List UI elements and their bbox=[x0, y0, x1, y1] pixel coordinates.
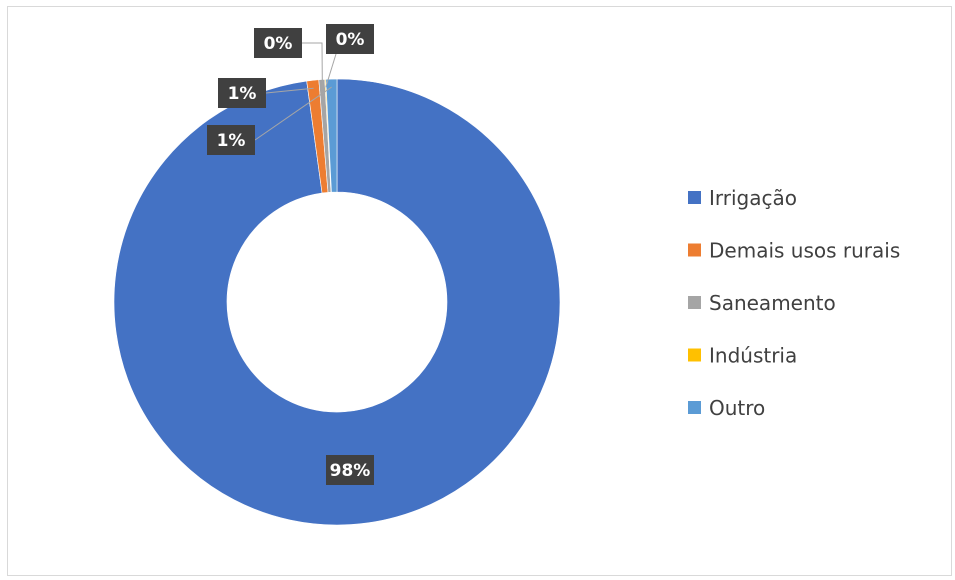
data-label-box-outro bbox=[207, 125, 255, 155]
legend-label-saneamento: Saneamento bbox=[709, 291, 836, 315]
doughnut-slices bbox=[113, 78, 561, 526]
legend-label-demais-usos-rurais: Demais usos rurais bbox=[709, 239, 900, 263]
slice-irrigacao bbox=[113, 78, 561, 526]
legend-label-outro: Outro bbox=[709, 396, 765, 420]
data-label-box-demais-usos-rurais bbox=[218, 78, 266, 108]
leader-line-outro bbox=[254, 86, 332, 141]
leader-line-demais-usos-rurais bbox=[265, 87, 314, 94]
data-label-box-industria bbox=[326, 24, 374, 54]
data-label-saneamento: 0% bbox=[264, 34, 293, 54]
slice-outro bbox=[325, 78, 338, 193]
leader-lines bbox=[254, 42, 337, 141]
legend: Irrigação Demais usos rurais Saneamento Ind… bbox=[688, 186, 900, 420]
legend-label-industria: Indústria bbox=[709, 344, 797, 368]
data-label-box-irrigacao bbox=[326, 455, 374, 485]
leader-line-saneamento bbox=[302, 42, 323, 88]
data-label-irrigacao: 98% bbox=[330, 461, 371, 481]
data-label-industria: 0% bbox=[336, 30, 365, 50]
data-label-box-saneamento bbox=[254, 28, 302, 58]
legend-label-irrigacao: Irrigação bbox=[709, 186, 797, 210]
data-labels: 98% 1% 0% 0% 1% bbox=[207, 24, 374, 485]
legend-swatch-industria bbox=[688, 348, 701, 362]
leader-line-industria bbox=[325, 53, 337, 88]
legend-swatch-irrigacao bbox=[688, 191, 701, 204]
legend-swatch-saneamento bbox=[688, 296, 701, 309]
data-label-demais-usos-rurais: 1% bbox=[228, 84, 257, 104]
legend-swatch-outro bbox=[688, 401, 701, 414]
data-label-outro: 1% bbox=[217, 131, 246, 151]
legend-swatch-demais-usos-rurais bbox=[688, 243, 701, 257]
